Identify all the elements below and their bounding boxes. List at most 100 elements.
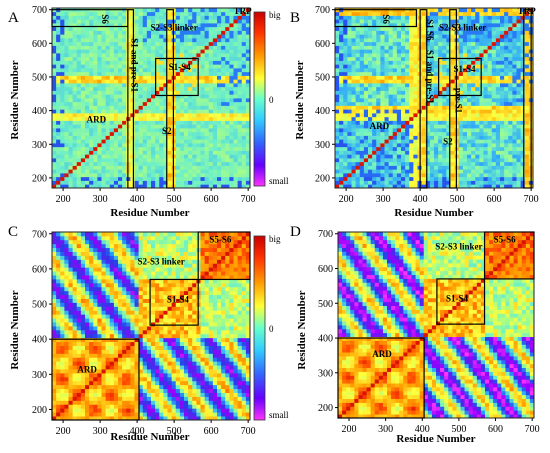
heatmap-cell <box>225 68 230 73</box>
heatmap-cell <box>425 109 431 114</box>
heatmap-cell <box>516 98 522 103</box>
heatmap-cell <box>425 26 431 31</box>
heatmap-cell <box>508 150 513 155</box>
heatmap-cell <box>409 68 414 73</box>
heatmap-cell <box>520 173 526 178</box>
heatmap-cell <box>101 139 107 144</box>
heatmap-cell <box>52 176 57 181</box>
heatmap-cell <box>130 19 135 24</box>
heatmap-cell <box>363 49 369 54</box>
heatmap-cell <box>52 326 57 331</box>
heatmap-cell <box>363 79 369 84</box>
heatmap-cell <box>434 101 439 106</box>
heatmap-cell <box>68 83 74 88</box>
heatmap-cell <box>64 19 69 24</box>
heatmap-cell <box>142 60 148 65</box>
heatmap-cell <box>60 143 65 148</box>
heatmap-cell <box>93 41 98 46</box>
heatmap-cell <box>188 131 193 136</box>
heatmap-cell <box>97 38 102 43</box>
heatmap-cell <box>179 98 185 103</box>
heatmap-cell <box>516 15 522 20</box>
heatmap-cell <box>467 41 472 46</box>
heatmap-cell <box>151 15 156 20</box>
heatmap-cell <box>56 26 61 31</box>
colorbar-label: 0 <box>269 95 274 105</box>
heatmap-cell <box>376 124 381 129</box>
heatmap-cell <box>68 235 74 241</box>
heatmap-cell <box>52 86 57 91</box>
heatmap-cell <box>396 139 402 144</box>
heatmap-cell <box>434 154 439 159</box>
heatmap-cell <box>155 158 160 163</box>
heatmap-cell <box>93 169 98 174</box>
heatmap-cell <box>52 232 57 237</box>
heatmap-cell <box>72 64 78 69</box>
heatmap-cell <box>167 23 173 28</box>
heatmap-cell <box>458 45 464 50</box>
heatmap-cell <box>200 176 206 181</box>
heatmap-cell <box>241 135 247 140</box>
heatmap-cell <box>380 26 385 31</box>
heatmap-cell <box>217 161 222 166</box>
heatmap-cell <box>376 64 381 69</box>
heatmap-cell <box>396 120 402 125</box>
heatmap-cell <box>434 158 439 163</box>
heatmap-cell <box>438 75 443 80</box>
heatmap-cell <box>500 26 505 31</box>
heatmap-cell <box>225 124 230 129</box>
heatmap-cell <box>52 120 57 125</box>
heatmap-cell <box>363 143 369 148</box>
heatmap-cell <box>368 135 373 140</box>
heatmap-cell <box>80 49 86 54</box>
heatmap-cell <box>76 161 82 166</box>
heatmap-cell <box>475 30 480 35</box>
heatmap-cell <box>339 98 344 103</box>
heatmap-cell <box>421 34 427 39</box>
heatmap-cell <box>76 101 82 106</box>
heatmap-cell <box>68 416 74 421</box>
heatmap-cell <box>355 68 361 73</box>
heatmap-cell <box>159 98 164 103</box>
heatmap-cell <box>105 23 111 28</box>
heatmap-cell <box>429 113 435 118</box>
heatmap-cell <box>372 30 377 35</box>
heatmap-cell <box>392 165 398 170</box>
heatmap-cell <box>76 98 82 103</box>
heatmap-cell <box>68 128 74 133</box>
heatmap-cell <box>192 101 197 106</box>
heatmap-cell <box>434 64 439 69</box>
heatmap-cell <box>188 79 193 84</box>
heatmap-cell <box>413 131 418 136</box>
heatmap-cell <box>438 11 443 16</box>
heatmap-cell <box>217 176 222 181</box>
heatmap-cell <box>184 60 189 65</box>
heatmap-cell <box>175 131 181 136</box>
heatmap-cell <box>450 64 456 69</box>
heatmap-cell <box>520 23 526 28</box>
heatmap-cell <box>175 41 181 46</box>
heatmap-cell <box>122 105 127 110</box>
heatmap-cell <box>56 173 61 178</box>
heatmap-cell <box>347 165 352 170</box>
heatmap-cell <box>483 41 489 46</box>
heatmap-cell <box>462 15 468 20</box>
heatmap-cell <box>60 15 65 20</box>
heatmap-cell <box>351 86 357 91</box>
heatmap-cell <box>487 86 493 91</box>
heatmap-cell <box>475 116 480 121</box>
heatmap-cell <box>359 11 365 16</box>
heatmap-cell <box>520 124 526 129</box>
heatmap-cell <box>126 184 131 189</box>
heatmap-cell <box>429 86 435 91</box>
heatmap-cell <box>167 135 173 140</box>
heatmap-cell <box>64 53 69 58</box>
heatmap-cell <box>163 30 168 35</box>
heatmap-cell <box>167 83 173 88</box>
heatmap-cell <box>471 41 476 46</box>
heatmap-cell <box>142 68 148 73</box>
heatmap-cell <box>93 128 98 133</box>
heatmap-cell <box>512 45 517 50</box>
heatmap-cell <box>64 26 69 31</box>
heatmap-cell <box>392 169 398 174</box>
